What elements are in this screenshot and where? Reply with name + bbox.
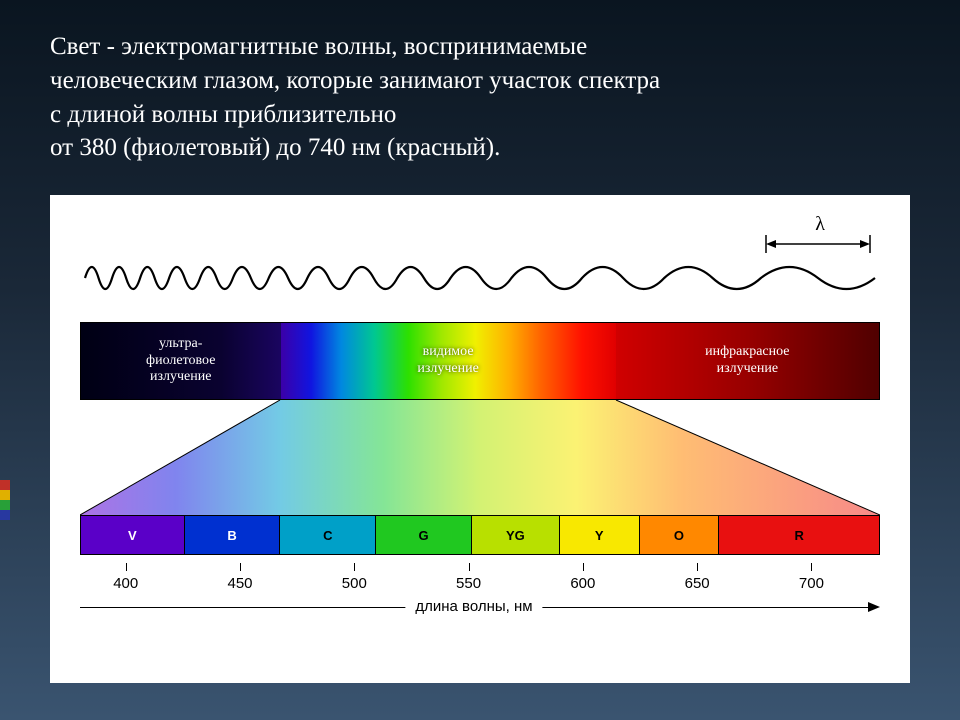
- desc-line-1: Свет - электромагнитные волны, восприним…: [50, 33, 587, 60]
- stripe-1: [0, 490, 10, 500]
- color-cell-r: R: [719, 516, 879, 554]
- color-cell-v: V: [81, 516, 185, 554]
- tick-label-400: 400: [113, 575, 138, 592]
- description-text: Свет - электромагнитные волны, восприним…: [50, 30, 910, 165]
- wave-curve: [80, 248, 880, 308]
- color-code-band: VBCGYGYOR: [80, 515, 880, 555]
- axis-arrow-icon: [868, 602, 880, 612]
- color-cell-o: O: [640, 516, 720, 554]
- band-segment-vis: видимоеизлучение: [281, 323, 616, 399]
- band-segment-ir: инфракрасноеизлучение: [616, 323, 879, 399]
- axis-line-row: длина волны, нм: [80, 595, 880, 619]
- expansion-svg: [80, 400, 880, 515]
- color-cell-c: C: [280, 516, 376, 554]
- desc-line-3: с длиной волны приблизительно: [50, 101, 396, 128]
- tick-labels: 400 450 500 550 600 650 700: [80, 571, 880, 595]
- tick-550: [469, 563, 470, 571]
- tick-label-600: 600: [570, 575, 595, 592]
- stripe-0: [0, 480, 10, 490]
- tick-650: [697, 563, 698, 571]
- side-accent-stripes: [0, 480, 10, 520]
- wave-area: λ: [80, 213, 880, 308]
- tick-label-700: 700: [799, 575, 824, 592]
- tick-500: [354, 563, 355, 571]
- slide: Свет - электромагнитные волны, восприним…: [0, 0, 960, 720]
- axis-line: длина волны, нм: [80, 607, 868, 608]
- expansion-cone: [80, 400, 880, 515]
- color-cell-g: G: [376, 516, 472, 554]
- axis-label: длина волны, нм: [405, 598, 542, 615]
- desc-line-2: человеческим глазом, которые занимают уч…: [50, 67, 660, 94]
- stripe-3: [0, 510, 10, 520]
- color-cell-y: Y: [560, 516, 640, 554]
- tick-label-500: 500: [342, 575, 367, 592]
- tick-row: [80, 563, 880, 571]
- spectrum-diagram: λ ультра-фиолетовоеизлучениевидимоеизлуч…: [50, 195, 910, 683]
- tick-label-450: 450: [227, 575, 252, 592]
- tick-400: [126, 563, 127, 571]
- tick-700: [811, 563, 812, 571]
- wavelength-axis: 400 450 500 550 600 650 700 длина волны, нм: [80, 563, 880, 623]
- tick-450: [240, 563, 241, 571]
- lambda-label: λ: [815, 213, 825, 236]
- tick-label-650: 650: [685, 575, 710, 592]
- radiation-band: ультра-фиолетовоеизлучениевидимоеизлучен…: [80, 322, 880, 400]
- tick-600: [583, 563, 584, 571]
- color-cell-b: B: [185, 516, 281, 554]
- desc-line-4: от 380 (фиолетовый) до 740 нм (красный).: [50, 134, 500, 161]
- stripe-2: [0, 500, 10, 510]
- color-cell-yg: YG: [472, 516, 560, 554]
- band-segment-uv: ультра-фиолетовоеизлучение: [81, 323, 281, 399]
- tick-label-550: 550: [456, 575, 481, 592]
